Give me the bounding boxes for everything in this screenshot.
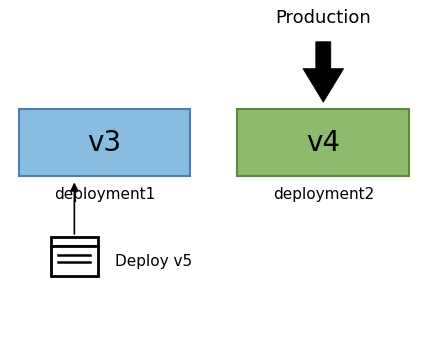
Polygon shape [303,42,344,102]
Bar [51,237,98,246]
Text: Production: Production [276,8,371,26]
Text: v4: v4 [306,128,340,157]
Text: deployment2: deployment2 [273,187,374,202]
Text: v3: v3 [87,128,121,157]
FancyBboxPatch shape [19,109,190,176]
Bar [51,246,98,276]
Text: deployment1: deployment1 [54,187,155,202]
FancyBboxPatch shape [238,109,409,176]
Text: Deploy v5: Deploy v5 [115,254,192,269]
